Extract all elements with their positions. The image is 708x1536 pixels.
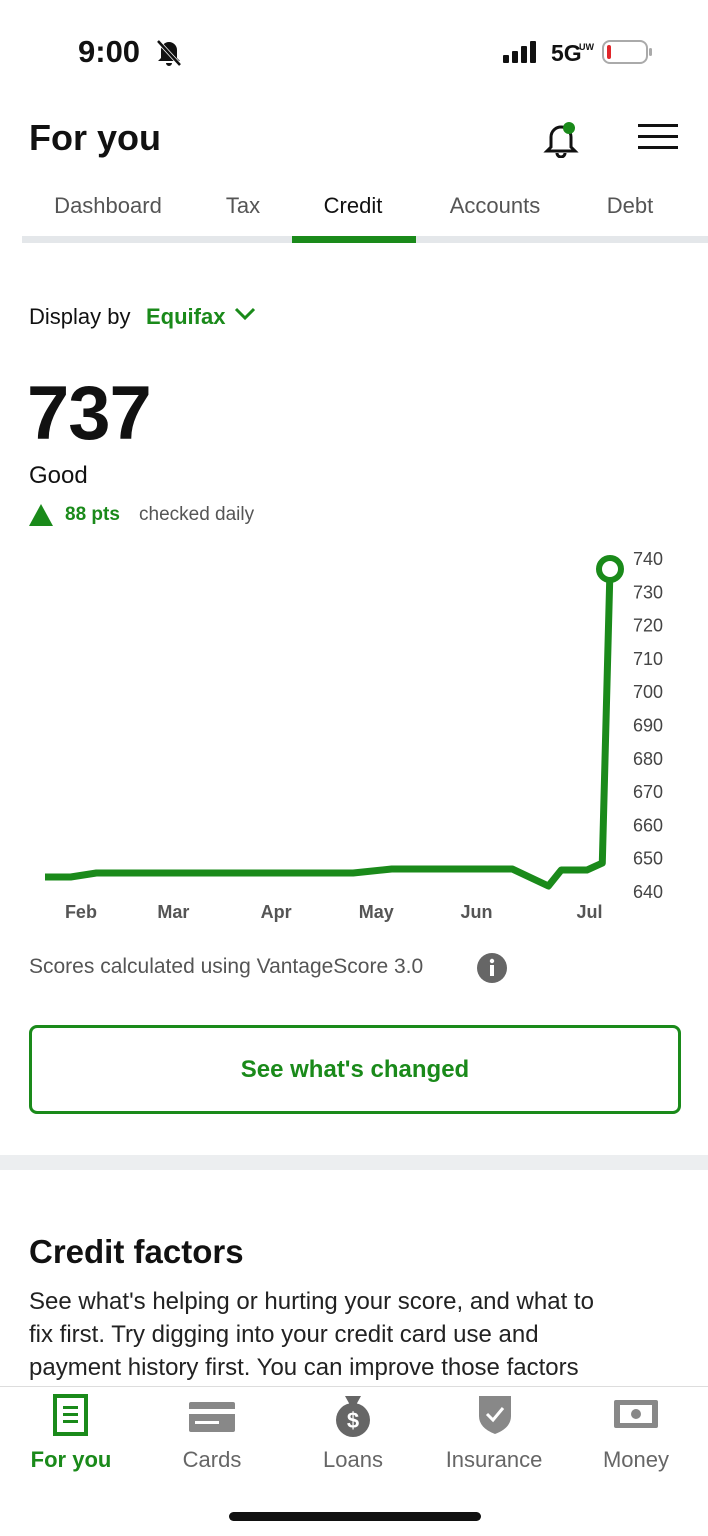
- y-tick-label: 680: [633, 749, 663, 769]
- nav-icon-money[interactable]: [614, 1400, 658, 1428]
- tab[interactable]: Tax: [225, 193, 261, 218]
- footnote: Scores calculated using VantageScore 3.0: [29, 955, 424, 978]
- info-button[interactable]: [476, 952, 508, 984]
- y-tick-label: 670: [633, 782, 663, 802]
- tab[interactable]: Dashboard: [54, 193, 162, 218]
- score-chart: 640 650 660 670 680 690 700 710 720 730 740 Feb Mar A…: [45, 549, 663, 922]
- tab[interactable]: Accounts: [449, 193, 541, 218]
- see-changes-button[interactable]: See what's changed: [29, 1025, 681, 1114]
- nav-icon-insurance[interactable]: [479, 1396, 511, 1434]
- section-divider: [0, 1155, 708, 1170]
- silent-icon: [156, 39, 182, 67]
- up-arrow-icon: [29, 504, 53, 526]
- y-tick-label: 730: [633, 582, 663, 602]
- network-label: 5G: [551, 40, 582, 66]
- y-tick-label: 640: [633, 882, 663, 902]
- x-tick-label: Jul: [576, 902, 602, 922]
- notification-button[interactable]: [542, 118, 582, 158]
- section-text: fix first. Try digging into your credit …: [29, 1321, 539, 1348]
- latest-point: [596, 554, 624, 583]
- y-tick-label: 720: [633, 616, 663, 636]
- display-by-label: Display by: [29, 304, 131, 329]
- chevron-icon[interactable]: [234, 306, 256, 322]
- y-tick-label: 740: [633, 549, 663, 569]
- score-change: 88 pts: [65, 504, 120, 525]
- nav-label[interactable]: Cards: [182, 1447, 242, 1472]
- y-tick-label: 660: [633, 815, 663, 835]
- section-title: Credit factors: [29, 1233, 244, 1270]
- signal-icon: [503, 41, 536, 63]
- x-tick-label: Mar: [157, 902, 189, 922]
- x-tick-label: Jun: [460, 902, 492, 922]
- status-time: 9:00: [78, 34, 141, 69]
- x-tick-label: Feb: [65, 902, 97, 922]
- x-tick-label: Apr: [261, 902, 292, 922]
- tab[interactable]: Debt: [606, 193, 654, 218]
- score-value: 737: [27, 371, 152, 456]
- header-title: For you: [29, 117, 161, 158]
- y-tick-label: 690: [633, 716, 663, 736]
- y-tick-label: 710: [633, 649, 663, 669]
- menu-button[interactable]: [636, 122, 680, 152]
- nav-label[interactable]: Insurance: [445, 1447, 543, 1472]
- nav-label[interactable]: Money: [602, 1447, 670, 1472]
- y-tick-label: 700: [633, 682, 663, 702]
- nav-icon-cards[interactable]: [189, 1402, 235, 1432]
- section-text: payment history first. You can improve t…: [29, 1354, 579, 1381]
- score-line: [45, 568, 614, 890]
- nav-label[interactable]: Loans: [323, 1447, 383, 1472]
- svg-text:$: $: [347, 1408, 359, 1433]
- x-tick-label: May: [359, 902, 394, 922]
- score-frequency: checked daily: [139, 504, 255, 525]
- y-tick-label: 650: [633, 849, 663, 869]
- tab[interactable]: Credit: [323, 193, 383, 218]
- nav-icon-for-you[interactable]: [53, 1394, 88, 1436]
- score-rating: Good: [29, 462, 88, 489]
- battery-icon: [602, 40, 652, 64]
- bureau-select[interactable]: Equifax: [146, 304, 226, 329]
- nav-icon-loans[interactable]: $: [336, 1396, 370, 1437]
- nav-icons: $: [53, 1394, 658, 1437]
- nav-label[interactable]: For you: [30, 1447, 112, 1472]
- home-indicator: [229, 1512, 481, 1521]
- tab-indicator: [292, 236, 416, 243]
- section-text: See what's helping or hurting your score…: [29, 1288, 594, 1315]
- network-sub: UW: [579, 42, 594, 52]
